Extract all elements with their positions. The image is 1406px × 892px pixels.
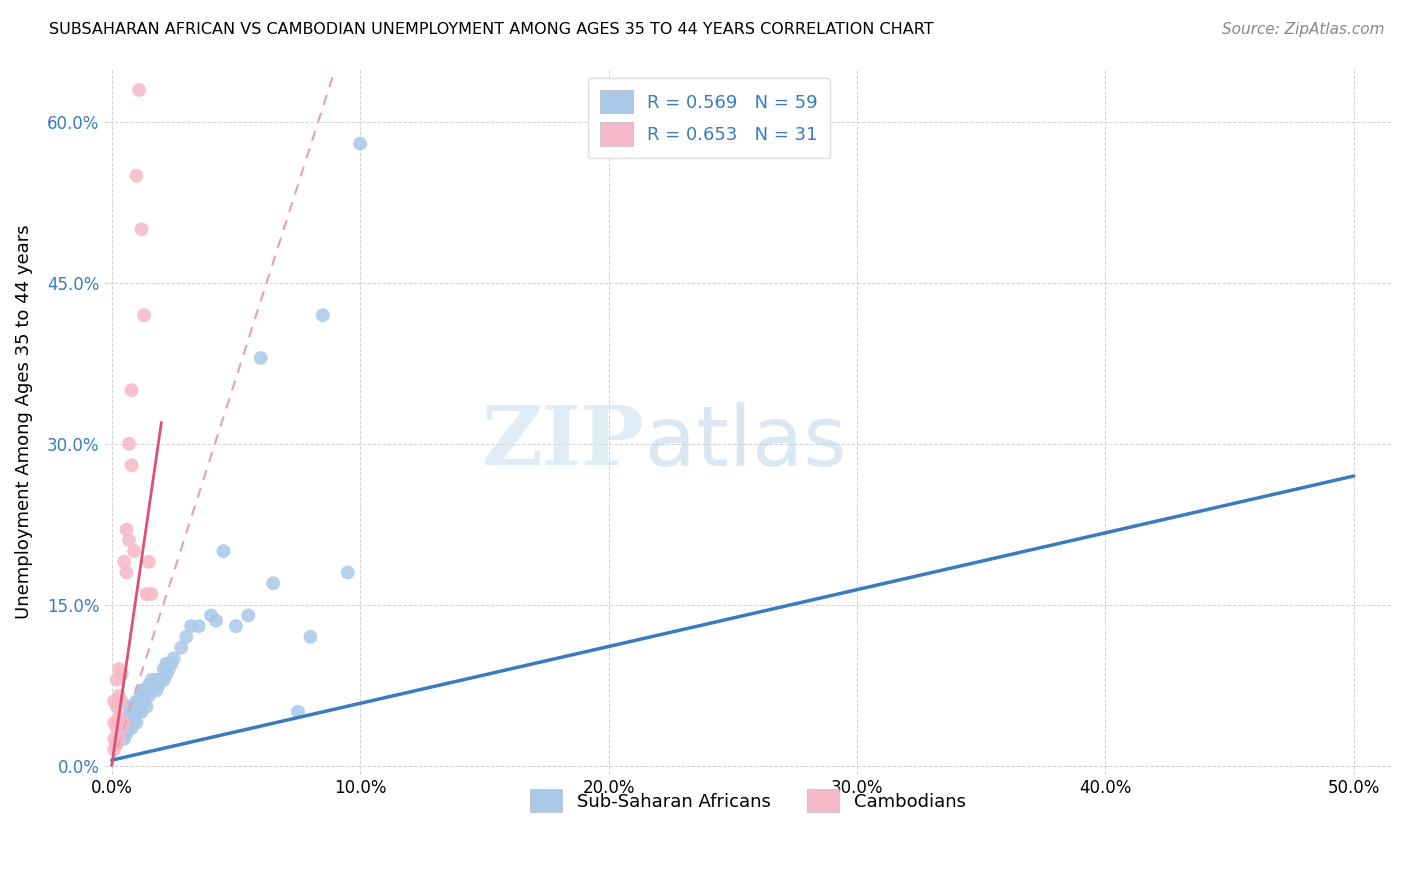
Point xyxy=(122,544,145,558)
Point xyxy=(145,683,167,698)
Point xyxy=(121,699,143,714)
Point xyxy=(112,555,135,569)
Point xyxy=(160,657,183,671)
Point xyxy=(153,673,176,687)
Point xyxy=(125,715,148,730)
Point xyxy=(118,710,141,724)
Point xyxy=(121,458,143,473)
Point xyxy=(132,694,155,708)
Point xyxy=(121,383,143,397)
Point xyxy=(299,630,322,644)
Point xyxy=(112,715,135,730)
Point xyxy=(205,614,228,628)
Point xyxy=(148,678,170,692)
Point xyxy=(212,544,235,558)
Point xyxy=(163,651,186,665)
Point xyxy=(125,705,148,719)
Point xyxy=(225,619,247,633)
Point xyxy=(131,683,153,698)
Point xyxy=(141,683,163,698)
Point xyxy=(153,662,176,676)
Point xyxy=(108,731,131,746)
Point xyxy=(135,699,157,714)
Point xyxy=(118,437,141,451)
Point xyxy=(187,619,209,633)
Point xyxy=(105,721,128,735)
Point xyxy=(155,667,177,681)
Point xyxy=(122,715,145,730)
Point xyxy=(138,678,160,692)
Point xyxy=(108,689,131,703)
Legend: Sub-Saharan Africans, Cambodians: Sub-Saharan Africans, Cambodians xyxy=(517,777,979,825)
Point xyxy=(108,731,131,746)
Point xyxy=(125,169,148,183)
Point xyxy=(132,308,155,322)
Point xyxy=(111,721,134,735)
Point xyxy=(121,710,143,724)
Point xyxy=(103,694,125,708)
Point xyxy=(262,576,284,591)
Point xyxy=(108,710,131,724)
Point xyxy=(145,673,167,687)
Point xyxy=(111,694,134,708)
Text: SUBSAHARAN AFRICAN VS CAMBODIAN UNEMPLOYMENT AMONG AGES 35 TO 44 YEARS CORRELATI: SUBSAHARAN AFRICAN VS CAMBODIAN UNEMPLOY… xyxy=(49,22,934,37)
Text: Source: ZipAtlas.com: Source: ZipAtlas.com xyxy=(1222,22,1385,37)
Point xyxy=(105,737,128,751)
Point xyxy=(132,683,155,698)
Point xyxy=(131,705,153,719)
Point xyxy=(131,222,153,236)
Point xyxy=(125,694,148,708)
Point xyxy=(105,699,128,714)
Point xyxy=(170,640,193,655)
Point xyxy=(121,721,143,735)
Point xyxy=(138,555,160,569)
Point xyxy=(128,705,150,719)
Point xyxy=(141,673,163,687)
Point xyxy=(111,667,134,681)
Point xyxy=(155,657,177,671)
Point xyxy=(238,608,260,623)
Point xyxy=(138,689,160,703)
Point xyxy=(118,533,141,548)
Point xyxy=(174,630,197,644)
Point xyxy=(112,715,135,730)
Point xyxy=(128,694,150,708)
Point xyxy=(115,726,138,740)
Point xyxy=(131,694,153,708)
Point xyxy=(112,731,135,746)
Point xyxy=(128,83,150,97)
Point xyxy=(105,737,128,751)
Point xyxy=(108,662,131,676)
Text: atlas: atlas xyxy=(645,402,846,483)
Point xyxy=(118,721,141,735)
Point xyxy=(157,662,180,676)
Point xyxy=(141,587,163,601)
Point xyxy=(312,308,335,322)
Point xyxy=(249,351,271,365)
Point xyxy=(111,726,134,740)
Point xyxy=(142,678,165,692)
Point xyxy=(105,673,128,687)
Point xyxy=(180,619,202,633)
Point xyxy=(200,608,222,623)
Point xyxy=(115,710,138,724)
Point xyxy=(349,136,371,151)
Y-axis label: Unemployment Among Ages 35 to 44 years: Unemployment Among Ages 35 to 44 years xyxy=(15,224,32,619)
Point xyxy=(287,705,309,719)
Point xyxy=(115,566,138,580)
Point xyxy=(336,566,359,580)
Point xyxy=(115,523,138,537)
Point xyxy=(150,673,173,687)
Text: ZIP: ZIP xyxy=(482,402,645,483)
Point xyxy=(135,683,157,698)
Point xyxy=(135,587,157,601)
Point xyxy=(118,699,141,714)
Point xyxy=(103,715,125,730)
Point xyxy=(103,731,125,746)
Point xyxy=(122,705,145,719)
Point xyxy=(103,742,125,756)
